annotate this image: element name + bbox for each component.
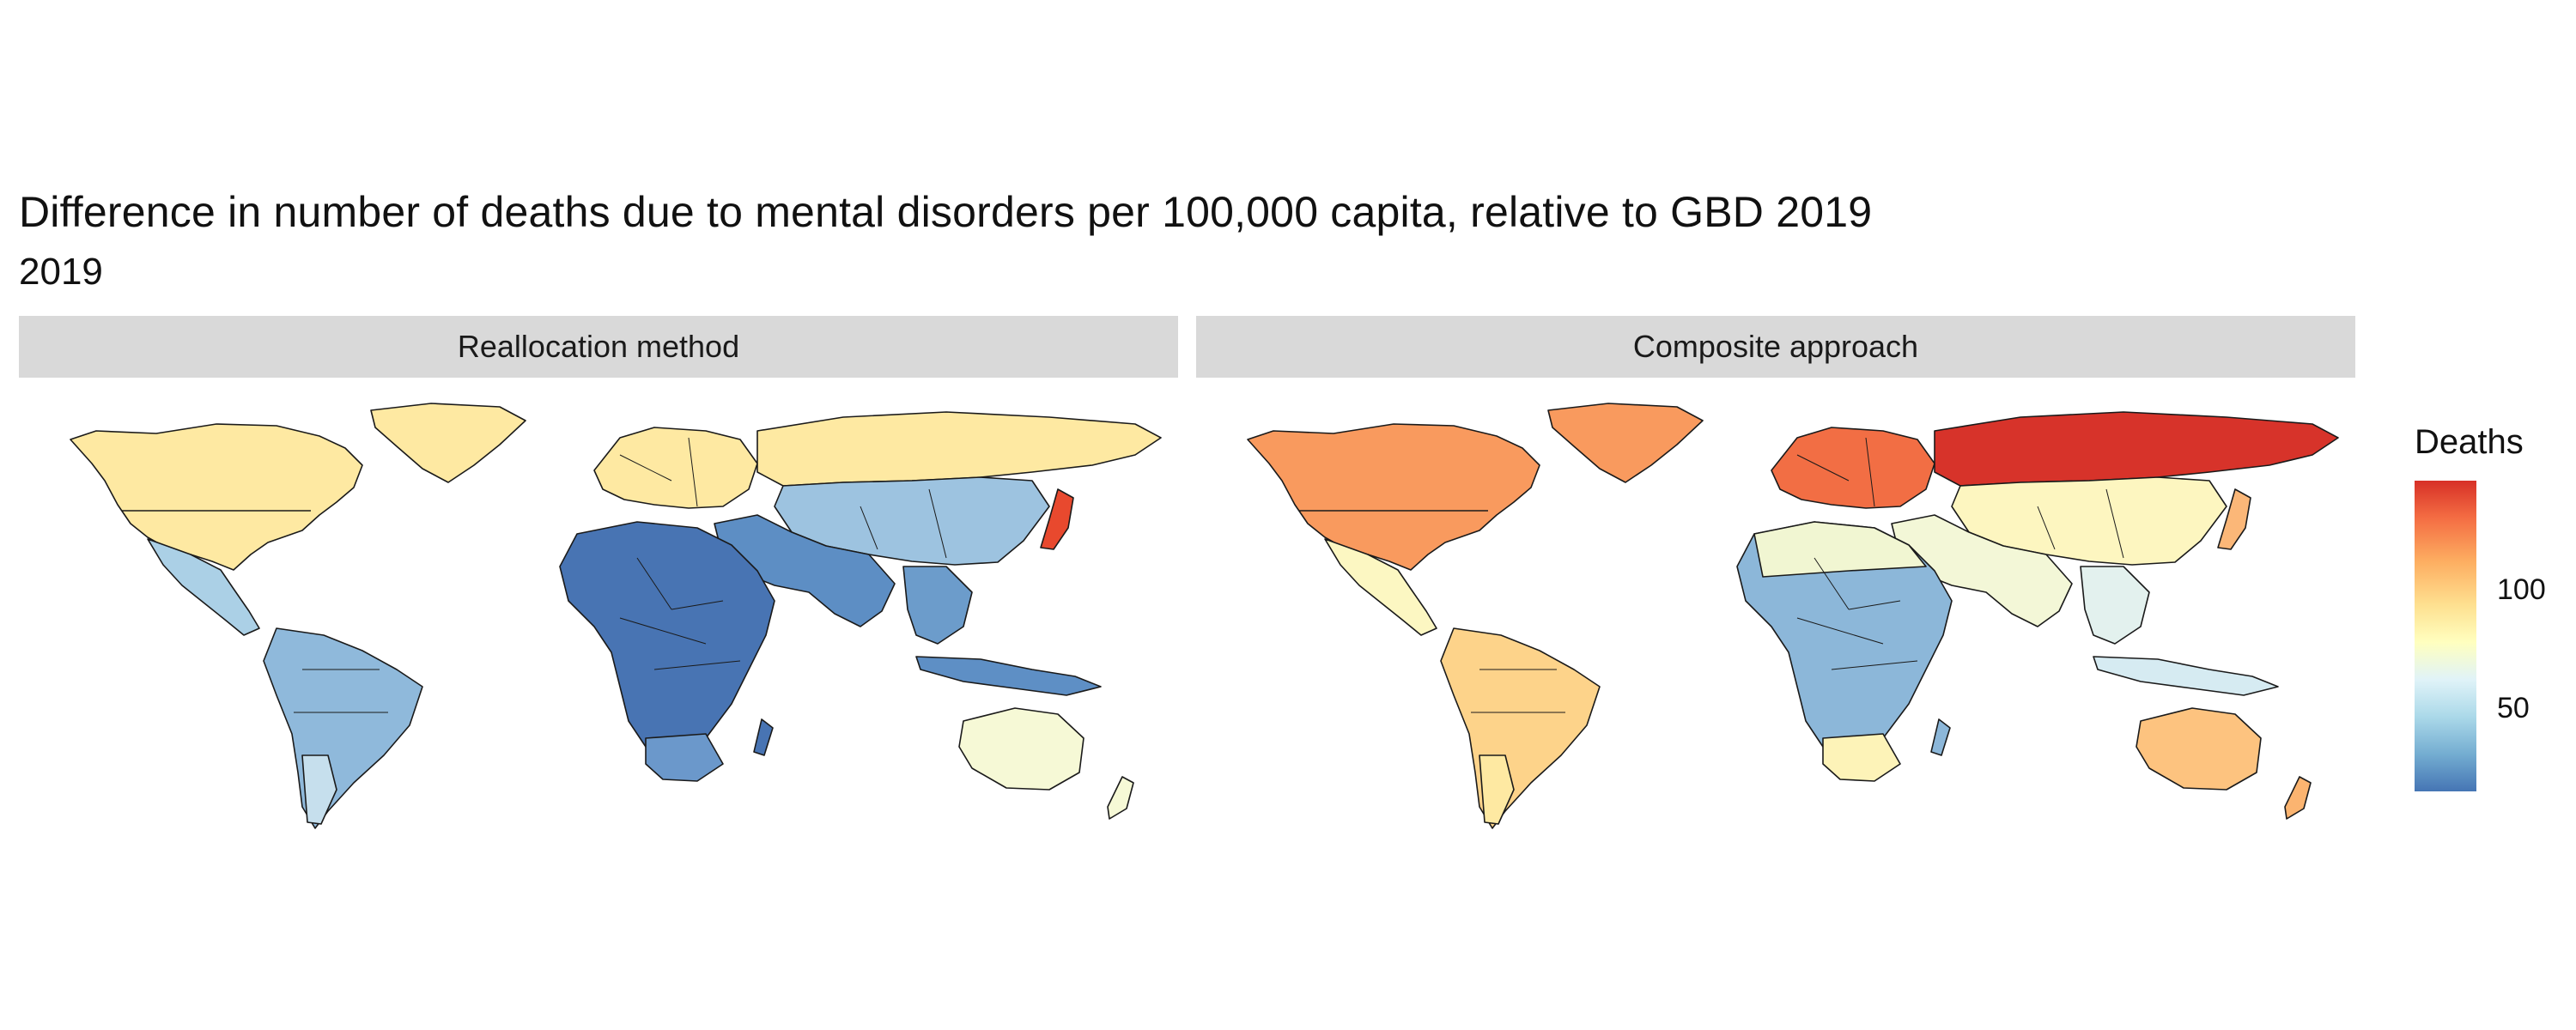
- region-greenland: [370, 403, 526, 483]
- facet-strip-composite: Composite approach: [1196, 316, 2355, 378]
- map-composite: [1247, 403, 2339, 829]
- region-russia: [756, 411, 1162, 487]
- region-new-zealand: [2284, 776, 2312, 820]
- region-new-zealand: [1107, 776, 1134, 820]
- region-southeast-asia: [902, 566, 973, 645]
- region-europe: [593, 427, 758, 509]
- facet-label: Composite approach: [1632, 329, 1919, 364]
- region-australia: [958, 707, 1084, 791]
- region-north-africa: [1753, 521, 1927, 578]
- region-southern-africa: [645, 733, 724, 782]
- legend-tick-label: 100: [2497, 573, 2546, 606]
- region-chile-argentina: [1479, 754, 1515, 825]
- region-australia: [2136, 707, 2262, 791]
- legend-colorbar: [2415, 481, 2476, 791]
- region-north-america: [1247, 423, 1540, 571]
- region-south-america: [1440, 627, 1601, 829]
- region-mexico: [147, 538, 260, 636]
- legend-tick-label: 50: [2497, 692, 2530, 724]
- legend-tick-mark: [2476, 591, 2488, 593]
- region-borders: [294, 437, 947, 713]
- chart-title: Difference in number of deaths due to me…: [19, 188, 1873, 236]
- region-chile-argentina: [301, 754, 337, 825]
- region-japan: [1040, 488, 1074, 550]
- region-indonesia: [2093, 656, 2279, 696]
- region-south-america: [263, 627, 423, 829]
- facet-strip-reallocation: Reallocation method: [19, 316, 1178, 378]
- region-southeast-asia: [2080, 566, 2150, 645]
- region-greenland: [1547, 403, 1704, 483]
- region-southern-africa: [1822, 733, 1901, 782]
- region-africa: [559, 521, 775, 756]
- region-mexico: [1324, 538, 1437, 636]
- chart-subtitle: 2019: [19, 251, 103, 293]
- region-russia: [1934, 411, 2339, 487]
- map-reallocation: [70, 403, 1162, 829]
- region-madagascar: [753, 718, 774, 756]
- legend-tick-mark: [2476, 709, 2488, 712]
- region-borders: [1471, 437, 2124, 713]
- region-europe: [1771, 427, 1935, 509]
- legend-title: Deaths: [2415, 423, 2524, 461]
- region-indonesia: [915, 656, 1102, 696]
- facet-label: Reallocation method: [457, 329, 740, 364]
- region-madagascar: [1930, 718, 1951, 756]
- region-japan: [2217, 488, 2251, 550]
- region-north-america: [70, 423, 363, 571]
